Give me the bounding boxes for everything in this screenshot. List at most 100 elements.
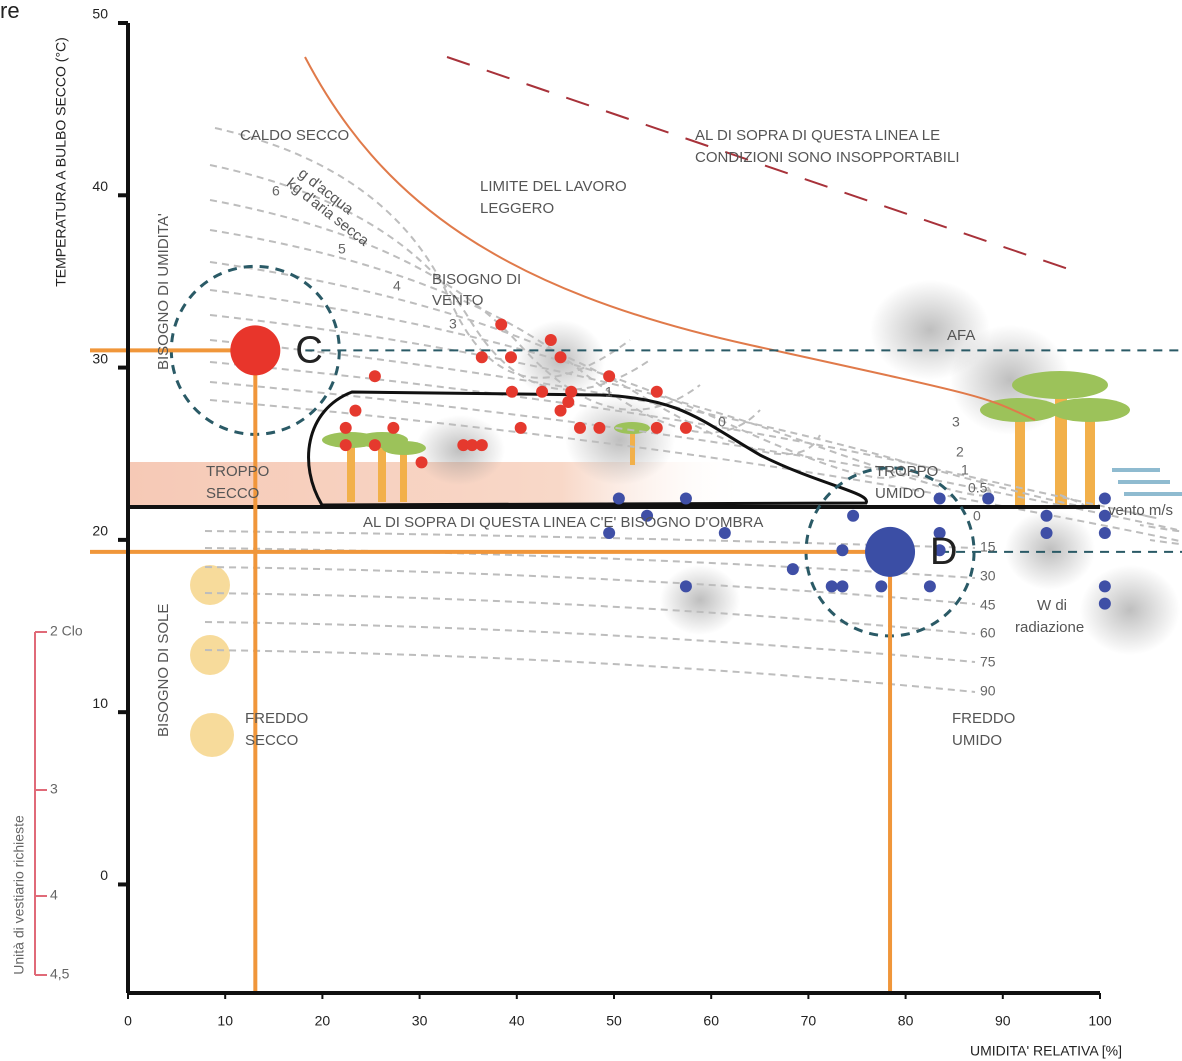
annotation: BISOGNO DI SOLE	[155, 604, 172, 737]
data-point	[1099, 527, 1111, 539]
clothing-scale-label: 3	[50, 781, 58, 797]
annotation: AFA	[947, 327, 975, 344]
x-tick-label: 90	[995, 1013, 1011, 1029]
curve-label: 1	[961, 462, 969, 478]
x-axis-label: UMIDITA' RELATIVA [%]	[970, 1043, 1122, 1059]
x-tick-label: 50	[606, 1013, 622, 1029]
clothing-scale-label: 4	[50, 887, 58, 903]
data-point	[555, 351, 567, 363]
curve-label: 3	[952, 414, 960, 430]
data-point	[515, 422, 527, 434]
data-point	[349, 405, 361, 417]
data-point	[603, 370, 615, 382]
data-point	[651, 386, 663, 398]
curve-label: 60	[980, 625, 996, 641]
annotation: vento m/s	[1108, 502, 1173, 519]
data-point	[847, 510, 859, 522]
y-tick-label: 0	[100, 867, 108, 883]
curve-label: 30	[980, 568, 996, 584]
annotation: LIMITE DEL LAVORO	[480, 178, 627, 195]
data-point	[787, 563, 799, 575]
corner-text: re	[0, 0, 20, 23]
radiation-curve	[205, 567, 975, 604]
x-tick-label: 100	[1088, 1013, 1112, 1029]
x-tick-label: 80	[898, 1013, 914, 1029]
x-tick-label: 40	[509, 1013, 525, 1029]
highlight-point	[230, 325, 280, 375]
data-point	[593, 422, 605, 434]
data-point	[1041, 510, 1053, 522]
annotation: CONDIZIONI SONO INSOPPORTABILI	[695, 149, 960, 166]
annotation: AL DI SOPRA DI QUESTA LINEA LE	[695, 127, 940, 144]
data-point	[369, 370, 381, 382]
data-point	[416, 456, 428, 468]
y-axis-label: TEMPERATURA A BULBO SECCO (°C)	[53, 37, 69, 287]
y-tick-label: 20	[92, 523, 108, 539]
data-point	[934, 493, 946, 505]
data-point	[369, 439, 381, 451]
y-tick-label: 40	[92, 178, 108, 194]
annotation: UMIDO	[875, 485, 925, 502]
data-point	[387, 422, 399, 434]
data-point	[536, 386, 548, 398]
y-tick-label: 50	[92, 6, 108, 22]
curve-label: 15	[980, 539, 996, 555]
data-point	[555, 405, 567, 417]
annotation: CALDO SECCO	[240, 127, 349, 144]
curve-label: 0.5	[968, 480, 988, 496]
annotation: radiazione	[1015, 619, 1084, 636]
clothing-scale-title: Unità di vestiario richieste	[11, 815, 27, 975]
x-tick-label: 0	[124, 1013, 132, 1029]
data-point	[495, 319, 507, 331]
data-point	[476, 351, 488, 363]
data-point	[826, 580, 838, 592]
curve-label: 6	[272, 183, 280, 199]
curve-label: 3	[449, 316, 457, 332]
curve-label: 4	[393, 278, 401, 294]
curve-label: 45	[980, 597, 996, 613]
chart: CD010203040500102030405060708090100UMIDI…	[0, 0, 1182, 1061]
data-point	[836, 544, 848, 556]
x-tick-label: 60	[703, 1013, 719, 1029]
radiation-curve	[205, 531, 975, 548]
data-point	[1099, 580, 1111, 592]
data-point	[875, 580, 887, 592]
annotation: LEGGERO	[480, 200, 554, 217]
annotation: UMIDO	[952, 732, 1002, 749]
data-point	[545, 334, 557, 346]
radiation-curve	[205, 650, 975, 692]
x-tick-label: 70	[801, 1013, 817, 1029]
data-point	[506, 386, 518, 398]
data-point	[1041, 527, 1053, 539]
data-point	[613, 493, 625, 505]
data-point	[680, 493, 692, 505]
data-point	[340, 439, 352, 451]
data-point	[505, 351, 517, 363]
data-point	[1099, 598, 1111, 610]
curve-label: 1	[605, 384, 613, 400]
data-point	[565, 386, 577, 398]
highlight-label: D	[930, 531, 957, 573]
data-point	[836, 580, 848, 592]
data-point	[574, 422, 586, 434]
annotation: TROPPO	[206, 463, 269, 480]
annotation: SECCO	[245, 732, 298, 749]
x-tick-label: 30	[412, 1013, 428, 1029]
annotation: FREDDO	[952, 710, 1015, 727]
annotation: FREDDO	[245, 710, 308, 727]
data-point	[340, 422, 352, 434]
curve-label: 2	[956, 444, 964, 460]
curve-label: 75	[980, 654, 996, 670]
annotation: VENTO	[432, 292, 483, 309]
curve-label: 0	[973, 508, 981, 524]
data-point	[680, 580, 692, 592]
annotation: TROPPO	[875, 463, 938, 480]
radiation-curve	[205, 622, 975, 662]
clothing-scale-label: 4,5	[50, 966, 70, 982]
y-tick-label: 10	[92, 695, 108, 711]
annotation: BISOGNO DI	[432, 271, 521, 288]
data-point	[924, 580, 936, 592]
annotation: AL DI SOPRA DI QUESTA LINEA C'E' BISOGNO…	[363, 514, 763, 531]
data-point	[476, 439, 488, 451]
y-tick-label: 30	[92, 350, 108, 366]
